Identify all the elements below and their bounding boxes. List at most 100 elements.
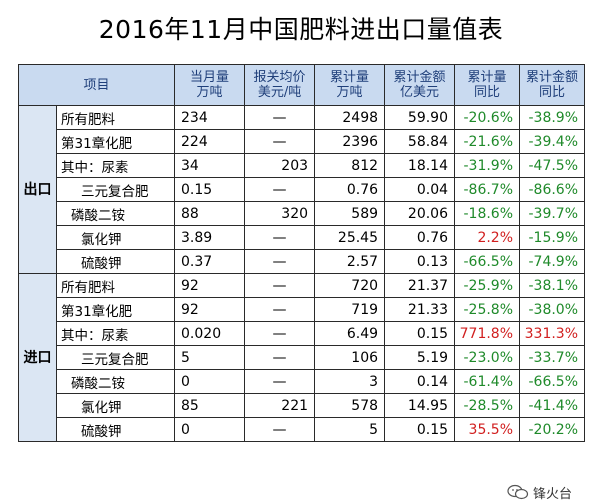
item-name: 磷酸二铵	[55, 201, 176, 226]
monthly-qty: 92	[174, 297, 246, 322]
cum-amount-yoy: -39.7%	[519, 201, 586, 226]
item-name: 三元复合肥	[55, 177, 176, 202]
cum-qty: 5	[314, 417, 386, 442]
unit-price: —	[244, 225, 316, 250]
item-name: 硫酸钾	[55, 417, 176, 442]
cum-amount-yoy: -38.1%	[519, 273, 586, 298]
cum-amount: 5.19	[384, 345, 456, 370]
cum-amount: 0.15	[384, 321, 456, 346]
table-row: 其中：尿素 0.020—6.49 0.15 771.8% 331.3%	[19, 321, 586, 346]
table-row: 氯化钾 85 221 578 14.95 -28.5% -41.4%	[19, 393, 586, 418]
cum-amount: 58.84	[384, 129, 456, 154]
table-row: 三元复合肥 5—106 5.19 -23.0% -33.7%	[19, 345, 586, 370]
monthly-qty: 92	[174, 273, 246, 298]
unit-price: —	[244, 177, 316, 202]
monthly-qty: 0.37	[174, 249, 246, 274]
cum-qty-yoy: -61.4%	[454, 369, 521, 394]
cum-qty: 812	[314, 153, 386, 178]
item-name: 硫酸钾	[55, 249, 176, 274]
page-title: 2016年11月中国肥料进出口量值表	[98, 15, 504, 44]
cum-qty-yoy: -31.9%	[454, 153, 521, 178]
table-row: 三元复合肥 0.15—0.76 0.04 -86.7% -86.6%	[19, 177, 586, 202]
cum-qty-yoy: -20.6%	[454, 105, 521, 130]
cum-amount-yoy: -86.6%	[519, 177, 586, 202]
table-row: 第31章化肥 224—2396 58.84 -21.6% -39.4%	[19, 129, 586, 154]
cum-amount-yoy: -39.4%	[519, 129, 586, 154]
item-name: 第31章化肥	[55, 129, 176, 154]
unit-price: 203	[244, 153, 316, 178]
table-row: 进口 所有肥料 92—720 21.37 -25.9% -38.1%	[18, 273, 586, 442]
monthly-qty: 234	[174, 105, 246, 130]
header-cum-amount-yoy: 累计金额 同比	[519, 64, 586, 106]
header-monthly-qty: 当月量 万吨	[174, 64, 246, 106]
cum-qty-yoy: -25.9%	[454, 273, 521, 298]
cum-amount: 20.06	[384, 201, 456, 226]
cum-amount-yoy: -15.9%	[519, 225, 586, 250]
monthly-qty: 0	[174, 369, 246, 394]
cum-qty: 0.76	[314, 177, 386, 202]
cum-qty-yoy: 2.2%	[454, 225, 521, 250]
monthly-qty: 5	[174, 345, 246, 370]
cum-amount: 59.90	[384, 105, 456, 130]
unit-price: —	[244, 321, 316, 346]
monthly-qty: 224	[174, 129, 246, 154]
cum-amount-yoy: -47.5%	[519, 153, 586, 178]
cum-amount-yoy: -38.9%	[519, 105, 586, 130]
export-section-label: 出口	[18, 105, 57, 274]
item-name: 磷酸二铵	[55, 369, 176, 394]
cum-amount-yoy: -33.7%	[519, 345, 586, 370]
header-cum-qty: 累计量 万吨	[314, 64, 386, 106]
cum-amount: 0.04	[384, 177, 456, 202]
cum-qty-yoy: -21.6%	[454, 129, 521, 154]
cum-qty-yoy: 35.5%	[454, 417, 521, 442]
cum-amount-yoy: 331.3%	[519, 321, 586, 346]
cum-amount: 0.14	[384, 369, 456, 394]
cum-qty: 2396	[314, 129, 386, 154]
cum-amount-yoy: -66.5%	[519, 369, 586, 394]
unit-price: 221	[244, 393, 316, 418]
header-cum-qty-yoy: 累计量 同比	[454, 64, 521, 106]
item-name: 其中：尿素	[55, 321, 176, 346]
cum-qty-yoy: 771.8%	[454, 321, 521, 346]
unit-price: —	[244, 273, 316, 298]
table-row: 第31章化肥 92—719 21.33 -25.8% -38.0%	[19, 297, 586, 322]
cum-qty: 106	[314, 345, 386, 370]
fertilizer-trade-table: 项目 当月量 万吨 报关均价 美元/吨 累计量 万吨 累计金额 亿美元 累计量 …	[17, 64, 586, 442]
cum-amount-yoy: -20.2%	[519, 417, 586, 442]
monthly-qty: 3.89	[174, 225, 246, 250]
monthly-qty: 85	[174, 393, 246, 418]
item-name: 第31章化肥	[55, 297, 176, 322]
header-row: 项目 当月量 万吨 报关均价 美元/吨 累计量 万吨 累计金额 亿美元 累计量 …	[17, 64, 586, 106]
cum-qty: 719	[314, 297, 386, 322]
cum-qty: 25.45	[314, 225, 386, 250]
table-row: 氯化钾 3.89—25.45 0.76 2.2% -15.9%	[19, 225, 586, 250]
monthly-qty: 0.020	[174, 321, 246, 346]
cum-amount: 14.95	[384, 393, 456, 418]
unit-price: —	[244, 129, 316, 154]
cum-qty: 578	[314, 393, 386, 418]
table-row: 磷酸二铵 0—3 0.14 -61.4% -66.5%	[19, 369, 586, 394]
cum-qty: 2498	[314, 105, 386, 130]
cum-amount: 21.37	[384, 273, 456, 298]
table-row: 硫酸钾 0—5 0.15 35.5% -20.2%	[19, 417, 586, 442]
cum-qty-yoy: -25.8%	[454, 297, 521, 322]
cum-qty: 2.57	[314, 249, 386, 274]
unit-price: —	[244, 417, 316, 442]
unit-price: —	[244, 369, 316, 394]
cum-amount: 18.14	[384, 153, 456, 178]
wechat-icon	[507, 484, 529, 500]
cum-amount: 21.33	[384, 297, 456, 322]
unit-price: —	[244, 249, 316, 274]
item-name: 氯化钾	[55, 393, 176, 418]
cum-qty-yoy: -66.5%	[454, 249, 521, 274]
cum-qty-yoy: -23.0%	[454, 345, 521, 370]
cum-qty: 3	[314, 369, 386, 394]
cum-amount-yoy: -38.0%	[519, 297, 586, 322]
cum-amount-yoy: -41.4%	[519, 393, 586, 418]
monthly-qty: 0	[174, 417, 246, 442]
watermark: 锋火台	[507, 482, 572, 502]
cum-qty-yoy: -86.7%	[454, 177, 521, 202]
table-row: 出口 所有肥料 234—2498 59.90 -20.6% -38.9%	[18, 105, 586, 274]
table-body: 出口 所有肥料 234—2498 59.90 -20.6% -38.9% 第31章化肥 224…	[18, 105, 586, 442]
header-item: 项目	[17, 64, 176, 106]
